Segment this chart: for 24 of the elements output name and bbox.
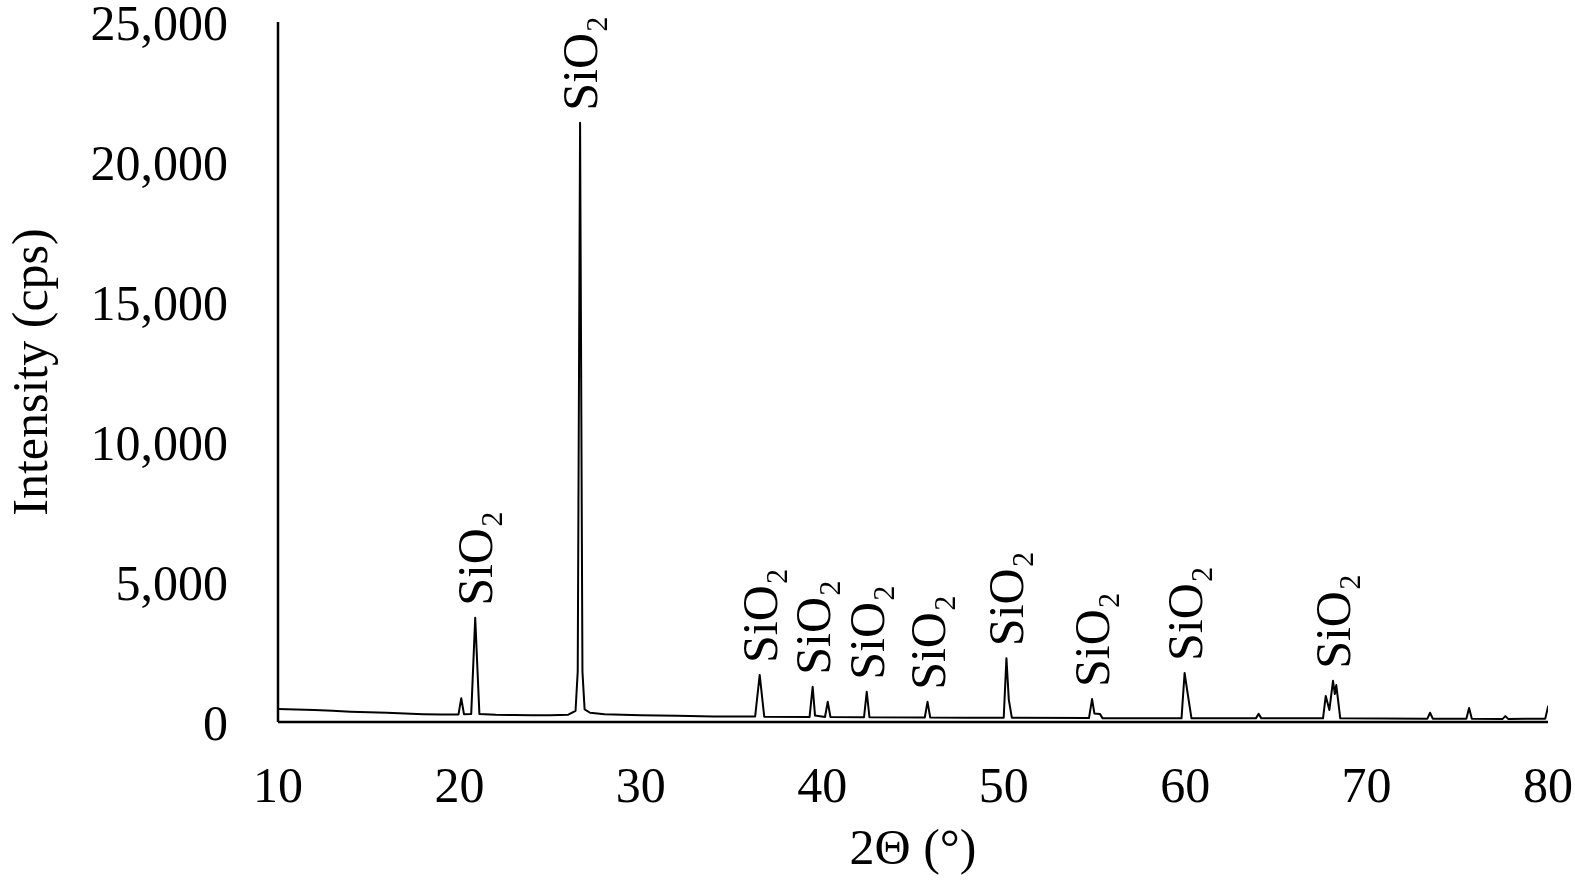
x-tick-label: 40	[797, 756, 848, 813]
annotation: SiO₂	[978, 550, 1035, 647]
x-tick-label: 20	[434, 756, 485, 813]
annotation: SiO₂	[552, 15, 609, 111]
y-tick-label: 10,000	[90, 414, 228, 471]
annotation: SiO₂	[899, 594, 956, 690]
y-tick-label: 0	[203, 694, 228, 751]
x-tick-label: 70	[1341, 756, 1392, 813]
x-tick-label: 30	[615, 756, 666, 813]
x-tick-label: 50	[978, 756, 1029, 813]
y-axis-title: Intensity (cps)	[2, 228, 58, 516]
annotation: SiO₂	[731, 567, 788, 663]
y-tick-label: 15,000	[90, 274, 228, 331]
y-tick-label: 5,000	[115, 554, 228, 611]
x-axis-title: 2Θ (°)	[849, 819, 977, 875]
annotation: SiO₂	[447, 510, 504, 606]
x-tick-label: 10	[253, 756, 303, 813]
annotation: SiO₂	[1305, 573, 1362, 669]
x-tick-label: 60	[1160, 756, 1211, 813]
y-tick-label: 25,000	[90, 0, 228, 51]
y-tick-label: 20,000	[90, 134, 228, 191]
annotation: SiO₂	[1156, 565, 1213, 661]
annotation: SiO₂	[1064, 591, 1121, 688]
x-tick-label: 80	[1523, 756, 1573, 813]
